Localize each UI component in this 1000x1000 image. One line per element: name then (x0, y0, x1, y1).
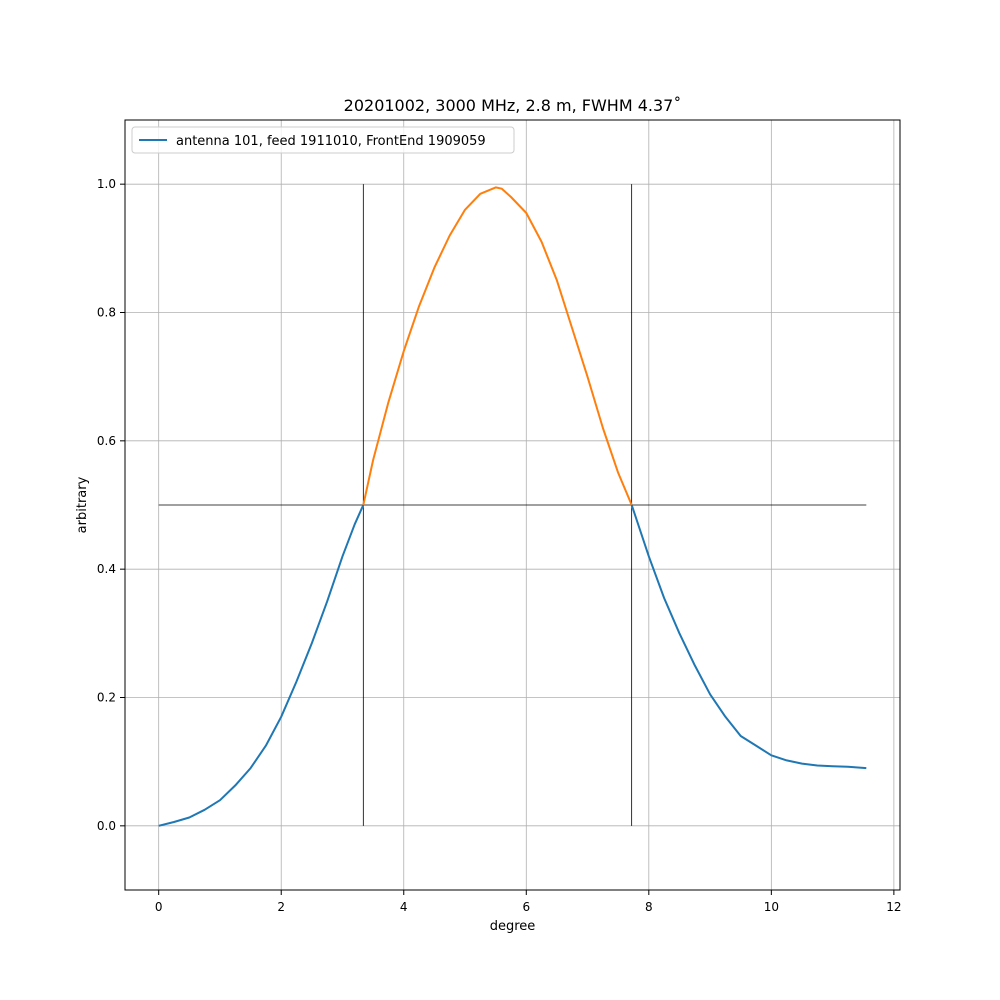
y-tick-label: 0.4 (97, 562, 116, 576)
legend: antenna 101, feed 1911010, FrontEnd 1909… (131, 126, 515, 154)
x-tick-label: 2 (277, 900, 285, 914)
legend-entry-label: antenna 101, feed 1911010, FrontEnd 1909… (176, 134, 486, 149)
x-tick-label: 12 (886, 900, 901, 914)
x-tick-label: 6 (522, 900, 530, 914)
series-line-2 (630, 504, 867, 770)
series-line-0 (158, 504, 365, 827)
y-axis-label: arbitrary (75, 476, 90, 533)
y-tick-label: 0.2 (97, 691, 116, 705)
x-axis-ticks: 0 2 4 6 8 10 12 (155, 890, 902, 914)
plot-frame (124, 119, 901, 891)
y-tick-label: 0.6 (97, 434, 116, 448)
y-tick-label: 1.0 (97, 177, 116, 191)
legend-box (131, 126, 515, 154)
x-tick-label: 8 (645, 900, 653, 914)
y-tick-label: 0.8 (97, 306, 116, 320)
x-axis-label: degree (490, 919, 536, 934)
y-axis-ticks: 0.0 0.2 0.4 0.6 0.8 1.0 (97, 177, 125, 833)
series-line-1 (362, 186, 633, 506)
chart-title: 20201002, 3000 MHz, 2.8 m, FWHM 4.37˚ (344, 96, 682, 115)
x-tick-label: 4 (400, 900, 408, 914)
series-group (158, 186, 867, 827)
x-tick-label: 10 (764, 900, 779, 914)
x-tick-label: 0 (155, 900, 163, 914)
y-tick-label: 0.0 (97, 819, 116, 833)
